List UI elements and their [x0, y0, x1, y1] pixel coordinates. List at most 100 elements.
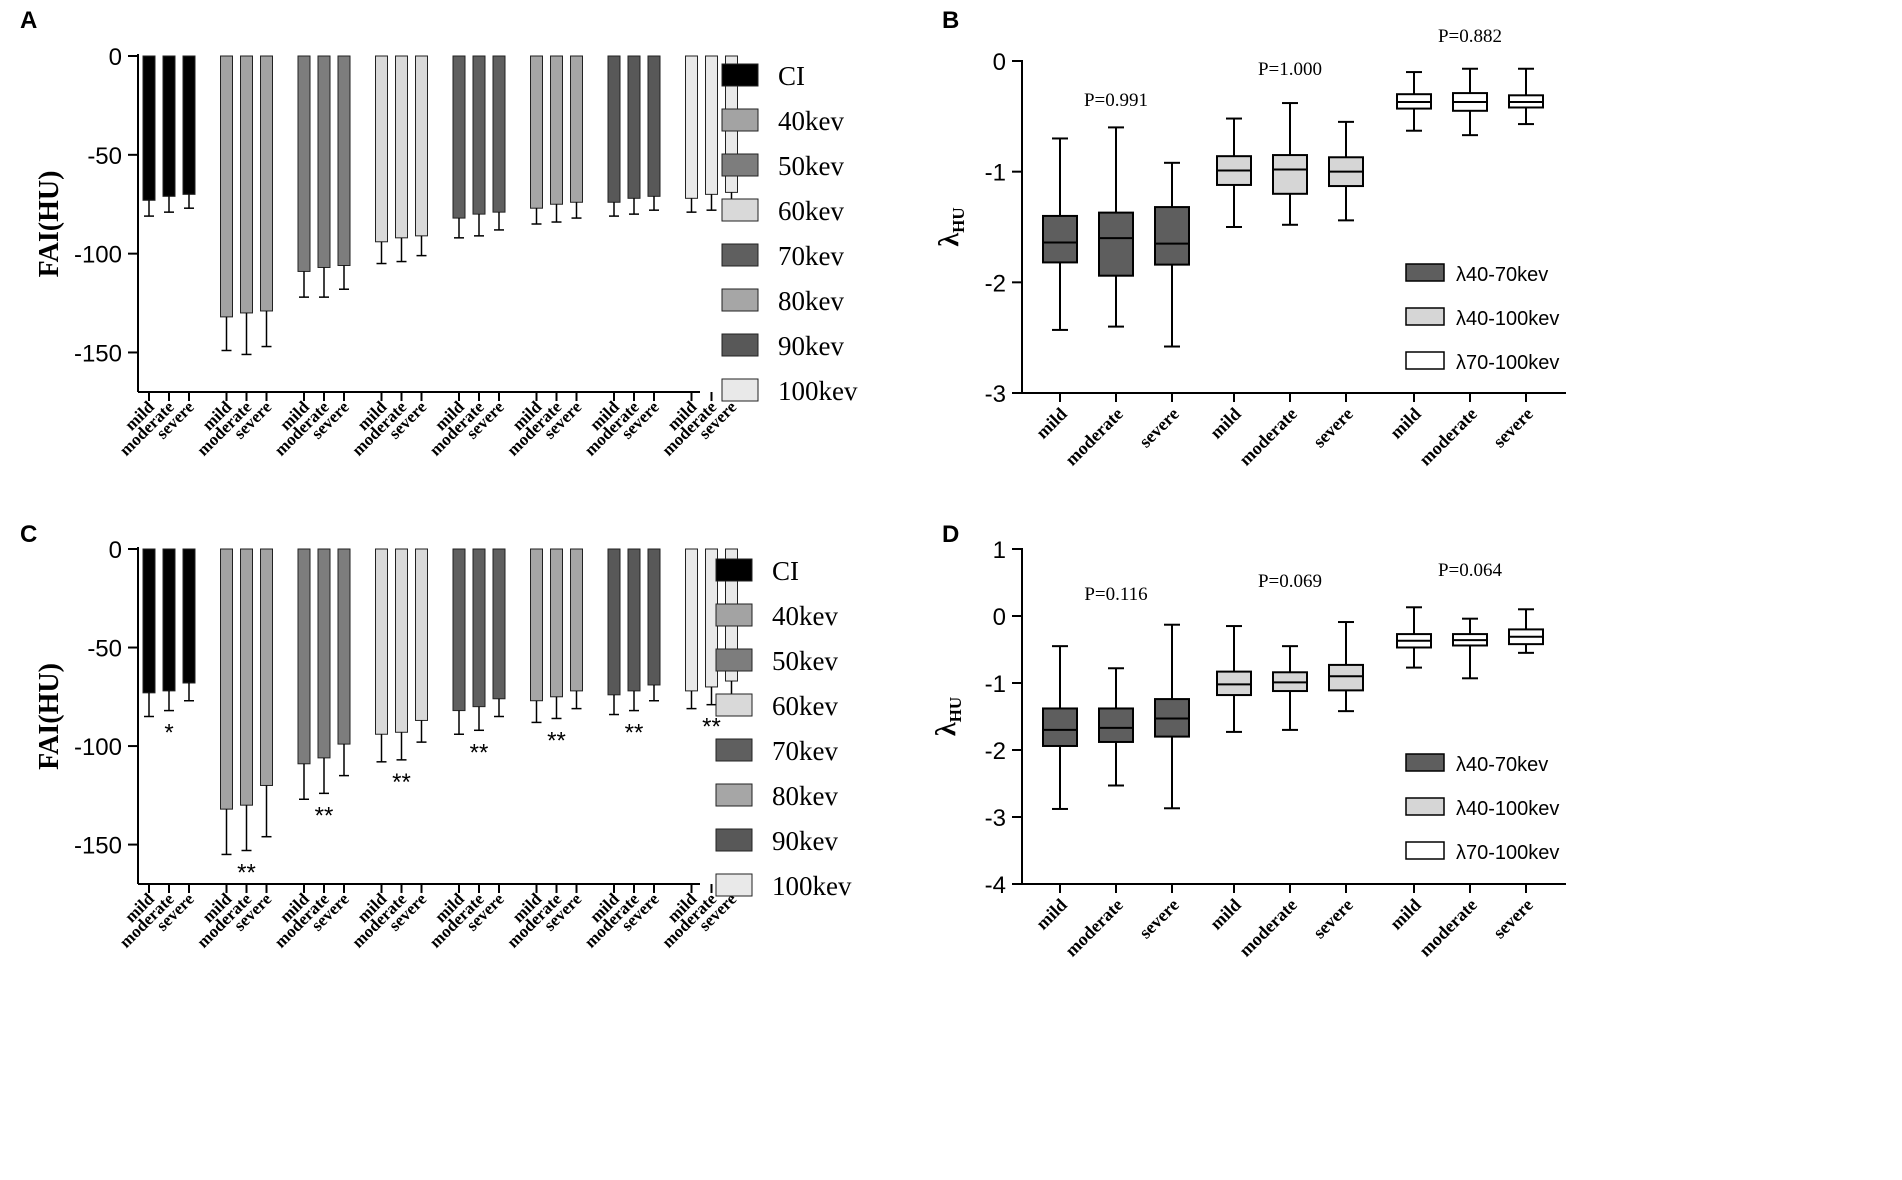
x-tick-label: severe: [1135, 404, 1183, 452]
bar: [647, 548, 661, 686]
legend-swatch: [715, 783, 753, 807]
x-tick-label: severe: [1135, 895, 1183, 943]
p-value-label: P=0.991: [1084, 90, 1148, 111]
legend-label: 60kev: [778, 196, 844, 226]
y-tick-label: -3: [985, 381, 1006, 408]
y-tick-label: -2: [985, 738, 1006, 765]
y-axis-title-subscript: HU: [946, 697, 965, 723]
legend-swatch: [715, 603, 753, 627]
legend-swatch: [721, 333, 759, 357]
legend-label: 40kev: [772, 601, 838, 631]
legend-swatch: [715, 873, 753, 897]
legend-label: 70kev: [772, 736, 838, 766]
bar: [607, 548, 621, 696]
panel-letter: C: [20, 521, 37, 548]
y-axis-title: λHU: [931, 697, 965, 736]
legend-swatch: [721, 108, 759, 132]
box: [1272, 154, 1308, 195]
p-value-label: P=0.064: [1438, 560, 1503, 581]
y-tick-label: -100: [74, 734, 122, 761]
y-tick-label: -4: [985, 872, 1006, 899]
legend-swatch: [715, 693, 753, 717]
legend-swatch: [721, 63, 759, 87]
legend-swatch: [715, 738, 753, 762]
y-axis-title: λHU: [934, 207, 968, 246]
x-tick-label: mild: [1032, 404, 1071, 443]
p-value-label: P=0.116: [1084, 584, 1147, 605]
box: [1154, 206, 1190, 266]
x-tick-label: mild: [1386, 404, 1425, 443]
legend-swatch: [721, 243, 759, 267]
p-value-label: P=0.069: [1258, 571, 1322, 592]
bar: [375, 55, 388, 243]
bar: [297, 548, 311, 765]
bar: [317, 548, 331, 759]
y-tick-label: 1: [993, 537, 1006, 564]
y-axis-title: FAI(HU): [34, 171, 65, 278]
legend-label: λ40-70kev: [1456, 754, 1548, 776]
legend-label: 60kev: [772, 691, 838, 721]
x-tick-label: moderate: [1235, 895, 1301, 961]
bar: [452, 548, 466, 712]
y-tick-label: -3: [985, 805, 1006, 832]
bar: [550, 55, 563, 205]
bar: [182, 55, 196, 195]
x-tick-label: mild: [1206, 895, 1245, 934]
x-tick-label: severe: [1309, 404, 1357, 452]
bar: [685, 548, 698, 692]
bar: [240, 55, 253, 314]
y-tick-label: -50: [87, 143, 122, 170]
box: [1042, 707, 1078, 747]
legend-swatch: [1405, 841, 1445, 860]
panel-letter: D: [942, 521, 959, 548]
p-value-label: P=1.000: [1258, 59, 1322, 80]
bar: [607, 55, 621, 203]
bar: [647, 55, 661, 197]
box: [1328, 663, 1364, 692]
significance-marker: **: [547, 727, 566, 754]
legend-label: 40kev: [778, 106, 844, 136]
significance-marker: **: [315, 802, 334, 829]
legend-swatch: [721, 378, 759, 402]
bar: [220, 55, 233, 318]
bar: [375, 548, 388, 735]
panel-letter: A: [20, 7, 37, 34]
bar: [240, 548, 253, 806]
legend-label: λ70-100kev: [1456, 352, 1559, 374]
bar: [317, 55, 331, 268]
bar: [492, 548, 506, 700]
bar: [472, 548, 486, 708]
legend-label: λ40-100kev: [1456, 308, 1559, 330]
bar: [472, 55, 486, 215]
y-tick-label: -1: [985, 671, 1006, 698]
panel-c: C0-50-100-150FAI(HU)mildmoderatesevere*m…: [20, 521, 852, 952]
y-tick-label: -2: [985, 270, 1006, 297]
significance-marker: **: [392, 769, 411, 796]
box: [1098, 707, 1134, 743]
bar: [550, 548, 563, 698]
bar: [260, 55, 273, 312]
x-tick-label: moderate: [1415, 404, 1481, 470]
y-tick-label: -150: [74, 340, 122, 367]
y-axis-title-subscript: HU: [949, 207, 968, 233]
bar: [395, 548, 408, 733]
bar: [705, 55, 718, 195]
legend-swatch: [721, 288, 759, 312]
y-tick-label: 0: [109, 44, 122, 71]
legend-label: λ40-70kev: [1456, 264, 1548, 286]
legend-swatch: [721, 198, 759, 222]
bar: [570, 548, 583, 692]
p-value-label: P=0.882: [1438, 26, 1502, 47]
y-tick-label: -100: [74, 242, 122, 269]
x-tick-label: mild: [1206, 404, 1245, 443]
legend-label: 90kev: [778, 331, 844, 361]
legend-label: 100kev: [772, 871, 852, 901]
bar: [297, 55, 311, 272]
legend-label: 80kev: [772, 781, 838, 811]
bar: [627, 55, 641, 199]
legend-swatch: [715, 648, 753, 672]
bar: [627, 548, 641, 692]
